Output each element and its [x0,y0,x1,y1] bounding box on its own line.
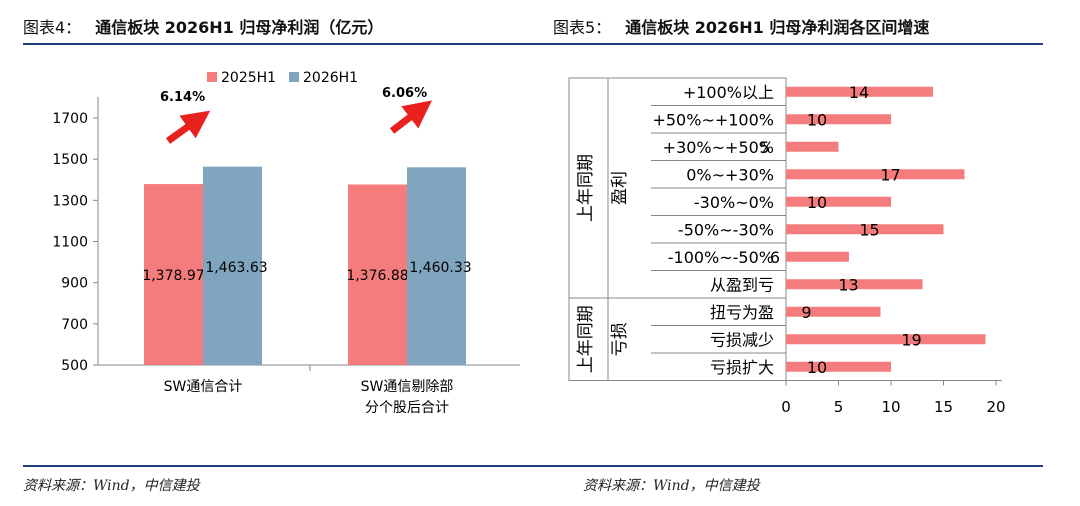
left-category-label: SW通信剔除部 [361,379,454,395]
left-data-label: 1,378.97 [142,268,204,284]
right-x-tick-label: 15 [934,398,953,416]
right-category-label: 亏损扩大 [710,358,774,377]
legend-swatch-2026H1 [289,72,299,82]
left-figure-title-text: 通信板块 2026H1 归母净利润（亿元） [95,18,384,37]
right-group-label-1: 上年同期 [576,154,596,222]
right-figure-number: 图表5： [553,18,612,37]
right-group-label-2: 上年同期 [576,305,596,373]
right-data-label: 15 [859,220,879,239]
left-figure-title: 图表4： 通信板块 2026H1 归母净利润（亿元） [23,14,383,38]
right-group-label-1: 盈利 [610,171,630,205]
right-data-label: 17 [880,165,900,184]
right-bar-11 [786,361,891,372]
top-rule [23,43,1043,45]
right-source-note: 资料来源：Wind，中信建投 [583,478,760,494]
left-data-label: 1,460.33 [409,260,471,276]
right-bar-8 [786,279,923,290]
growth-arrow-1 [165,110,211,144]
right-category-label: +30%~+50% [663,138,774,157]
right-group-label-2: 亏损 [610,322,630,356]
growth-arrow-2 [389,100,432,134]
right-category-label: +100%以上 [683,83,774,102]
right-category-label: -100%~-50% [668,248,774,267]
right-data-label: 9 [801,303,811,322]
right-data-label: 19 [901,330,921,349]
right-category-label: 从盈到亏 [710,275,774,294]
right-category-label: 扭亏为盈 [710,303,774,322]
right-category-label: 0%~+30% [686,165,774,184]
left-data-label: 1,376.88 [346,268,408,284]
left-bar-2026H1-1 [203,166,262,365]
right-bar-5 [786,196,891,207]
left-category-label: SW通信合计 [164,379,243,395]
right-data-label: 14 [849,83,869,102]
legend-label-2026H1: 2026H1 [303,70,358,86]
right-data-label: 6 [770,248,780,267]
left-bar-2026H1-2 [407,167,466,365]
left-y-tick-label: 700 [61,317,88,333]
left-y-tick-label: 1100 [52,235,88,251]
right-data-label: 10 [807,193,827,212]
bottom-rule [23,465,1043,467]
left-bar-2025H1-1 [144,184,203,365]
right-x-tick-label: 20 [986,398,1005,416]
legend-label-2025H1: 2025H1 [221,70,276,86]
right-data-label: 13 [838,275,858,294]
right-x-tick-label: 0 [781,398,791,416]
right-category-label: -50%~-30% [678,220,774,239]
right-data-label: 5 [759,138,769,157]
left-bar-2025H1-2 [348,184,407,365]
growth-annotation-1: 6.14% [160,90,205,105]
right-bar-2 [786,114,891,125]
left-y-tick-label: 1500 [52,152,88,168]
right-category-label: 亏损减少 [710,330,774,349]
right-bar-7 [786,251,849,262]
growth-annotation-2: 6.06% [382,86,427,101]
legend-swatch-2025H1 [207,72,217,82]
left-y-tick-label: 1700 [52,111,88,127]
left-y-tick-label: 1300 [52,193,88,209]
left-y-tick-label: 500 [61,358,88,374]
right-category-label: -30%~0% [694,193,774,212]
right-figure-title: 图表5： 通信板块 2026H1 归母净利润各区间增速 [553,14,929,38]
right-bar-3 [786,141,839,152]
left-source-note: 资料来源：Wind，中信建投 [23,478,200,494]
left-figure-number: 图表4： [23,18,82,37]
right-x-tick-label: 10 [881,398,900,416]
left-data-label: 1,463.63 [205,260,267,276]
left-y-tick-label: 900 [61,276,88,292]
right-bar-10 [786,334,986,345]
right-bar-4 [786,169,965,180]
right-figure-title-text: 通信板块 2026H1 归母净利润各区间增速 [625,18,930,37]
left-category-label: 分个股后合计 [365,400,449,416]
right-data-label: 10 [807,110,827,129]
right-bar-1 [786,86,933,97]
right-bar-9 [786,306,881,317]
right-x-tick-label: 5 [834,398,844,416]
right-data-label: 10 [807,358,827,377]
right-bar-6 [786,224,944,235]
right-category-label: +50%~+100% [652,110,774,129]
